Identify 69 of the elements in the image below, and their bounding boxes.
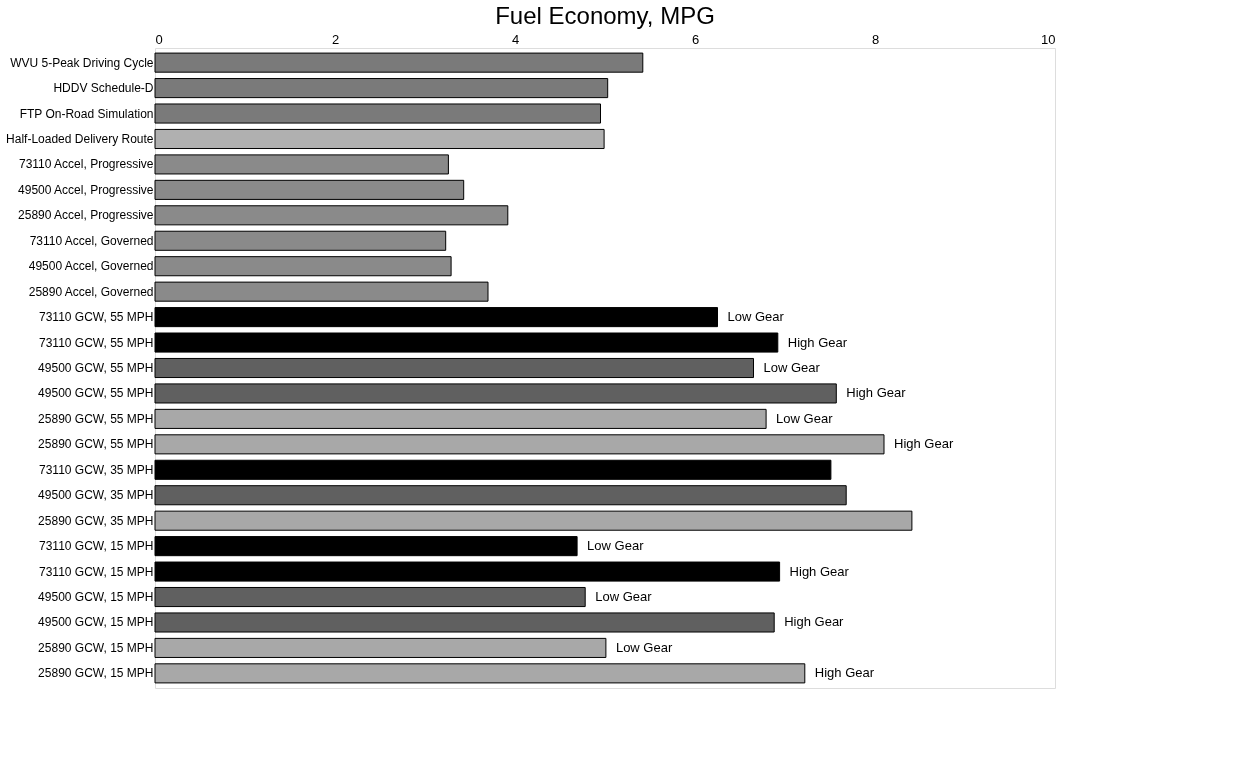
y-tick-label: 49500 Accel, Progressive	[18, 182, 154, 197]
y-tick-label: 49500 GCW, 55 MPH	[38, 361, 154, 375]
bar	[154, 459, 832, 480]
data-label: High Gear	[846, 385, 907, 401]
bar	[154, 256, 452, 277]
bar	[154, 205, 509, 226]
data-label: High Gear	[894, 436, 954, 452]
chart-title: Fuel Economy, MPG	[495, 2, 715, 29]
y-tick-label: FTP On-Road Simulation	[19, 106, 154, 121]
bar	[154, 561, 781, 582]
bar	[154, 52, 644, 73]
y-tick-label: 73110 GCW, 15 MPH	[39, 539, 154, 554]
y-tick-label: 73110 GCW, 15 MPH	[39, 564, 154, 579]
data-label: Low Gear	[595, 589, 653, 605]
y-tick-label: 49500 GCW, 15 MPH	[38, 590, 154, 605]
y-tick-label: 73110 Accel, Governed	[29, 233, 154, 248]
y-tick-label: 49500 Accel, Governed	[28, 259, 154, 274]
bar	[154, 357, 754, 379]
y-tick-label: WVU 5-Peak Driving Cycle	[10, 55, 154, 70]
y-tick-label: 25890 GCW, 55 MPH	[38, 437, 154, 452]
y-tick-label: 25890 GCW, 15 MPH	[38, 640, 154, 655]
y-tick-label: 25890 GCW, 15 MPH	[38, 666, 154, 681]
y-tick-label: 73110 GCW, 55 MPH	[39, 335, 154, 350]
data-label: High Gear	[787, 334, 848, 350]
y-tick-label: 25890 GCW, 35 MPH	[38, 513, 154, 528]
data-label: Low Gear	[727, 309, 785, 325]
y-tick-label: 73110 Accel, Progressive	[18, 157, 154, 172]
bar	[154, 612, 775, 633]
bar	[154, 179, 465, 200]
bar	[154, 485, 847, 506]
y-tick-label: 49500 GCW, 35 MPH	[38, 488, 154, 503]
data-label: High Gear	[814, 665, 875, 681]
y-tick-label: 25890 GCW, 55 MPH	[38, 411, 154, 426]
x-tick-label: 10	[1041, 31, 1056, 47]
data-label: Low Gear	[615, 639, 673, 655]
y-tick-label: 25890 Accel, Progressive	[18, 208, 154, 223]
bar	[154, 383, 837, 404]
bar	[154, 332, 779, 353]
data-label: Low Gear	[776, 410, 834, 426]
bar	[154, 434, 885, 455]
y-tick-label: 25890 Accel, Governed	[28, 284, 154, 299]
y-tick-label: Half-Loaded Delivery Route	[6, 131, 154, 146]
bar	[154, 510, 913, 531]
data-label: Low Gear	[587, 538, 645, 554]
data-label: High Gear	[784, 614, 845, 630]
data-label: High Gear	[789, 563, 850, 579]
bar	[154, 637, 607, 658]
bar	[154, 663, 806, 684]
bar	[154, 230, 447, 251]
bar	[154, 307, 718, 328]
bar	[154, 103, 601, 124]
x-tick-label: 6	[691, 31, 700, 47]
bar	[154, 408, 767, 429]
y-tick-label: 73110 GCW, 35 MPH	[39, 462, 154, 477]
x-tick-label: 2	[331, 31, 340, 47]
bar	[154, 128, 605, 150]
x-tick-label: 4	[511, 31, 520, 47]
bar	[154, 586, 586, 608]
bar	[154, 154, 449, 175]
x-tick-label: 0	[155, 31, 163, 47]
y-tick-label: 49500 GCW, 15 MPH	[38, 615, 154, 630]
bar	[154, 78, 609, 99]
x-tick-label: 8	[871, 31, 880, 47]
y-tick-label: 49500 GCW, 55 MPH	[38, 386, 154, 401]
bar	[154, 536, 578, 557]
y-tick-label: HDDV Schedule-D	[53, 81, 154, 96]
y-tick-label: 73110 GCW, 55 MPH	[39, 310, 154, 325]
bar	[154, 281, 489, 302]
data-label: Low Gear	[763, 360, 821, 375]
